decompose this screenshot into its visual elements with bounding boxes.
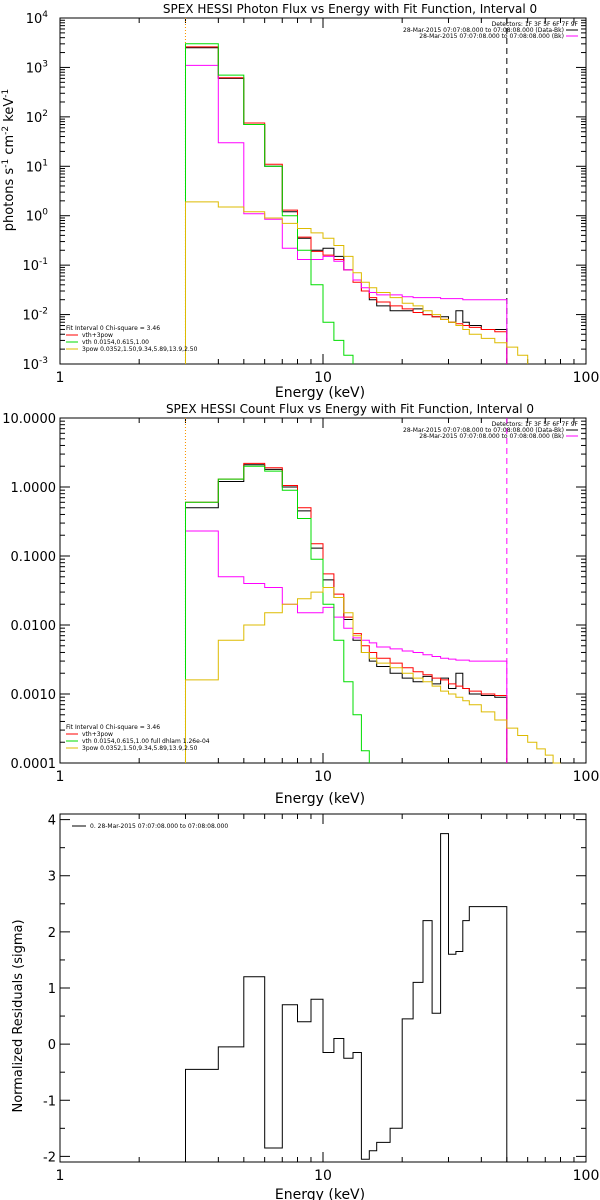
panel-1-y-axis-label: photons s-1 cm-2 keV-1	[1, 89, 17, 231]
y-label-part: photons s	[2, 168, 17, 232]
panel-3-plot: 1 10 100 -2 -1 0 1 2 3 4 0. 28-Mar-2015 07:07:08.0…	[43, 813, 600, 1184]
x-tick-label: 1	[56, 370, 65, 386]
legend-entry: 28-Mar-2015 07:07:08.000 to 07:08:08.000…	[419, 33, 564, 40]
legend-fit-header: Fit Interval 0 Chi-square = 3.46	[66, 325, 160, 332]
panel-count-flux: SPEX HESSI Count Flux vs Energy with Fit…	[2, 402, 599, 807]
y-tick-label: 0.0100	[11, 619, 57, 634]
legend-entry: 28-Mar-2015 07:07:08.000 to 07:08:08.000…	[403, 27, 564, 34]
legend-header: Detectors: 1F 3F 5F 6F 7F 9F	[492, 421, 579, 428]
y-tick-label: 0.0001	[11, 757, 57, 772]
legend-entry: 3pow 0.0352,1.50,9.34,5.89,13.9,2.50	[82, 745, 198, 752]
x-tick-label: 10	[314, 769, 332, 785]
series-data-bk	[185, 47, 508, 364]
y-tick-label: 1.0000	[11, 481, 57, 496]
panel-2-x-axis-label: Energy (keV)	[275, 791, 365, 807]
y-label-part: cm	[2, 135, 17, 159]
y-tick-label: 0	[48, 1038, 56, 1053]
y-tick-label: 0.0010	[11, 688, 57, 703]
y-tick-label: 10-3	[22, 356, 48, 373]
x-tick-label: 10	[314, 1168, 332, 1184]
y-label-part: keV	[2, 98, 17, 126]
x-tick-label: 100	[573, 1168, 600, 1184]
y-tick-label: 10.0000	[2, 412, 56, 427]
y-tick-label: 0.1000	[11, 550, 57, 565]
x-tick-label: 100	[573, 370, 600, 386]
y-tick-label: 3	[48, 870, 56, 885]
y-tick-label: 2	[48, 926, 56, 941]
series-residuals	[185, 833, 508, 1162]
y-tick-label: 102	[26, 109, 48, 126]
legend-entry: 28-Mar-2015 07:07:08.000 to 07:08:08.000…	[403, 427, 564, 434]
x-tick-label: 100	[573, 769, 600, 785]
y-tick-label: -2	[43, 1150, 56, 1165]
y-label-sup: -1	[1, 159, 11, 168]
y-tick-label: 4	[48, 814, 56, 829]
y-label-sup: -2	[1, 126, 11, 135]
legend-entry: 3pow 0.0352,1.50,9.34,5.89,13.9,2.50	[82, 346, 198, 353]
y-tick-label: 10-1	[22, 257, 48, 274]
series-3pow	[185, 201, 529, 364]
legend-entry: 0. 28-Mar-2015 07:07:08.000 to 07:08:08.…	[90, 823, 228, 830]
legend-header: Detectors: 1F 3F 5F 6F 7F 9F	[492, 21, 579, 28]
y-tick-label: 103	[26, 59, 48, 76]
series-bk	[185, 64, 508, 364]
series-vth	[185, 465, 370, 763]
series-3pow	[185, 587, 561, 764]
legend-fit-header: Fit Interval 0 Chi-square = 3.46	[66, 724, 160, 731]
x-tick-label: 10	[314, 370, 332, 386]
panel-3-y-axis-label: Normalized Residuals (sigma)	[11, 919, 26, 1112]
legend-entry: vth+3pow	[82, 731, 113, 738]
legend-entry: vth 0.0154,0.615,1.00 full dhlam 1.26e-0…	[82, 738, 210, 745]
y-tick-label: 10-2	[22, 307, 48, 324]
legend-entry: vth+3pow	[82, 332, 113, 339]
y-label-sup: -1	[1, 89, 11, 98]
series-data-bk	[185, 464, 508, 763]
x-tick-label: 1	[56, 1168, 65, 1184]
y-tick-label: 101	[26, 158, 48, 175]
y-tick-label: 100	[26, 208, 49, 225]
y-tick-label: 104	[26, 10, 49, 27]
series-vth+3pow	[185, 46, 508, 364]
panel-2-plot: 1 10 100 0.0001 0.0010 0.0100 0.1000 1.0000 10.0…	[2, 412, 599, 785]
series-bk	[185, 530, 508, 763]
y-tick-label: 1	[48, 982, 56, 997]
panel-2-title: SPEX HESSI Count Flux vs Energy with Fit…	[166, 402, 534, 416]
y-tick-label: -1	[43, 1094, 56, 1109]
panel-3-x-axis-label: Energy (keV)	[275, 1187, 365, 1200]
legend-entry: 28-Mar-2015 07:07:08.000 to 07:08:08.000…	[419, 433, 564, 440]
panel-1-x-axis-label: Energy (keV)	[275, 385, 365, 401]
panel-residuals: 1 10 100 -2 -1 0 1 2 3 4 0. 28-Mar-2015 07:07:08.0…	[11, 813, 600, 1200]
x-tick-label: 1	[56, 769, 65, 785]
panel-1-title: SPEX HESSI Photon Flux vs Energy with Fi…	[163, 2, 537, 16]
series-vth	[185, 43, 354, 364]
panel-1-plot: 1 10 100 10-3 10-2 10-1 100 101 102 103 104 Detecto…	[22, 10, 599, 386]
legend-entry: vth 0.0154,0.615,1.00	[82, 339, 149, 346]
panel-photon-flux: SPEX HESSI Photon Flux vs Energy with Fi…	[1, 2, 599, 401]
